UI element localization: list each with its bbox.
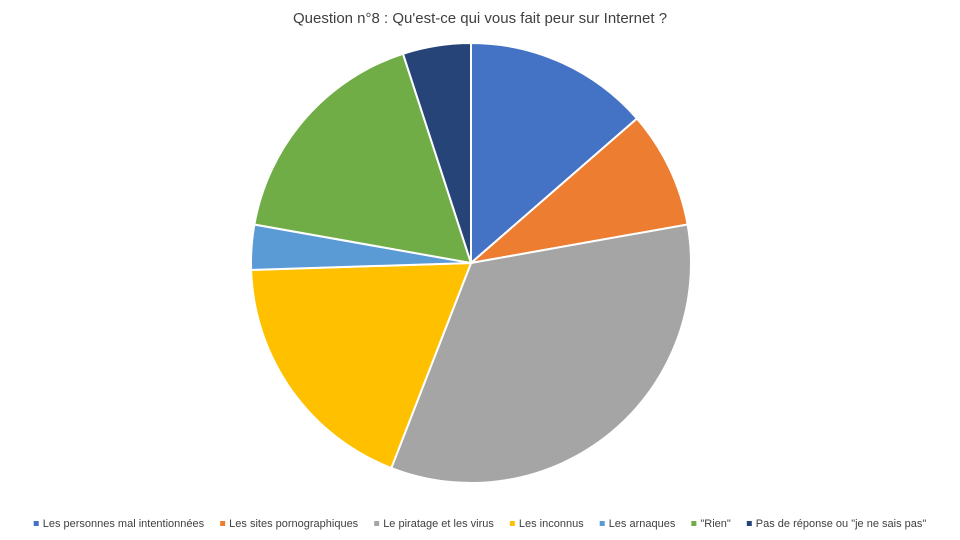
pie-slice — [467, 117, 689, 265]
legend-label: Les personnes mal intentionnées — [43, 518, 205, 530]
legend-label: "Rien" — [700, 518, 731, 530]
pie-slice — [253, 52, 473, 265]
pie — [250, 41, 692, 484]
legend-swatch — [691, 521, 697, 526]
legend-label: Les inconnus — [519, 518, 584, 530]
legend-label: Pas de réponse ou "je ne sais pas" — [756, 518, 927, 530]
legend-swatch — [33, 521, 39, 526]
legend-swatch — [374, 521, 380, 526]
pie-slice — [470, 41, 639, 266]
legend-label: Le piratage et les virus — [383, 518, 494, 530]
pie-slice — [401, 41, 472, 264]
legend-swatch — [746, 521, 752, 526]
pie-slice — [390, 223, 692, 484]
pie-slice — [250, 261, 473, 470]
legend-label: Les sites pornographiques — [229, 518, 359, 530]
legend-swatch — [220, 521, 226, 526]
legend-swatch — [509, 521, 515, 526]
legend: Les personnes mal intentionnées Les sites… — [33, 518, 927, 530]
legend-label: Les arnaques — [609, 518, 676, 530]
chart-title: Question n°8 : Qu'est-ce qui vous fait p… — [293, 10, 667, 27]
legend-swatch — [599, 521, 605, 526]
